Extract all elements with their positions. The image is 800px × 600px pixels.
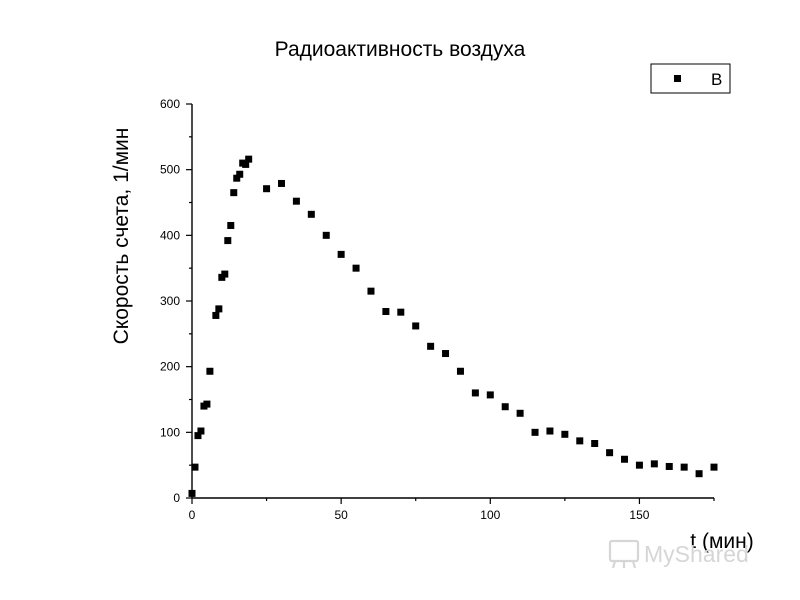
data-point <box>203 400 211 408</box>
data-point <box>486 391 494 399</box>
x-tick-label: 150 <box>629 508 649 522</box>
x-axis-label: t (мин) <box>690 530 753 553</box>
data-point <box>233 174 241 182</box>
x-tick-label: 0 <box>189 508 196 522</box>
data-point <box>665 462 673 470</box>
watermark: MyShared <box>608 539 749 569</box>
data-point <box>561 430 569 438</box>
data-point <box>397 308 405 316</box>
y-tick-label: 600 <box>160 97 180 111</box>
data-point <box>191 463 199 471</box>
data-point <box>197 427 205 435</box>
x-tick-label: 50 <box>334 508 348 522</box>
y-tick-label: 400 <box>160 228 180 242</box>
data-point <box>215 305 223 313</box>
data-point <box>263 185 271 193</box>
data-point <box>427 342 435 350</box>
data-point <box>501 403 509 411</box>
data-point <box>546 427 554 435</box>
data-point <box>516 409 524 417</box>
data-point <box>224 237 232 245</box>
data-point <box>322 231 330 239</box>
data-point <box>606 449 614 457</box>
data-point <box>194 432 202 440</box>
y-axis-label: Скорость счета, 1/мин <box>110 128 133 345</box>
y-tick-label: 500 <box>160 163 180 177</box>
data-point <box>212 311 220 319</box>
ticks: 0 100 200 300 400 500 600 0 50 100 150 <box>160 97 715 522</box>
legend: B <box>650 63 731 94</box>
data-point <box>680 463 688 471</box>
data-point <box>576 437 584 445</box>
y-tick-label: 100 <box>160 425 180 439</box>
legend-marker <box>674 75 681 82</box>
data-point <box>277 179 285 187</box>
data-point <box>206 367 214 375</box>
axes <box>191 104 714 499</box>
data-point <box>337 250 345 258</box>
data-point <box>352 264 360 272</box>
data-points <box>188 155 718 497</box>
data-point <box>245 155 253 163</box>
y-tick-label: 300 <box>160 294 180 308</box>
data-point <box>221 270 229 278</box>
data-point <box>471 389 479 397</box>
y-tick-label: 0 <box>173 491 180 505</box>
data-point <box>230 189 238 197</box>
legend-label: B <box>711 70 722 89</box>
data-point <box>695 470 703 478</box>
data-point <box>227 221 235 229</box>
projector-icon <box>608 539 640 569</box>
data-point <box>442 350 450 358</box>
data-point <box>531 428 539 436</box>
x-tick-label: 100 <box>480 508 500 522</box>
data-point <box>621 455 629 463</box>
data-point <box>367 287 375 295</box>
watermark-text: MyShared <box>644 541 749 567</box>
data-point <box>236 170 244 178</box>
data-point <box>591 439 599 447</box>
data-point <box>242 160 250 168</box>
data-point <box>456 367 464 375</box>
data-point <box>650 460 658 468</box>
data-point <box>635 461 643 469</box>
data-point <box>710 463 718 471</box>
legend-box <box>650 63 731 94</box>
data-point <box>188 489 196 497</box>
chart-title: Радиоактивность воздуха <box>275 38 526 61</box>
data-point <box>382 308 390 316</box>
y-tick-label: 200 <box>160 360 180 374</box>
data-point <box>412 322 420 330</box>
data-point <box>307 210 315 218</box>
data-point <box>292 197 300 205</box>
